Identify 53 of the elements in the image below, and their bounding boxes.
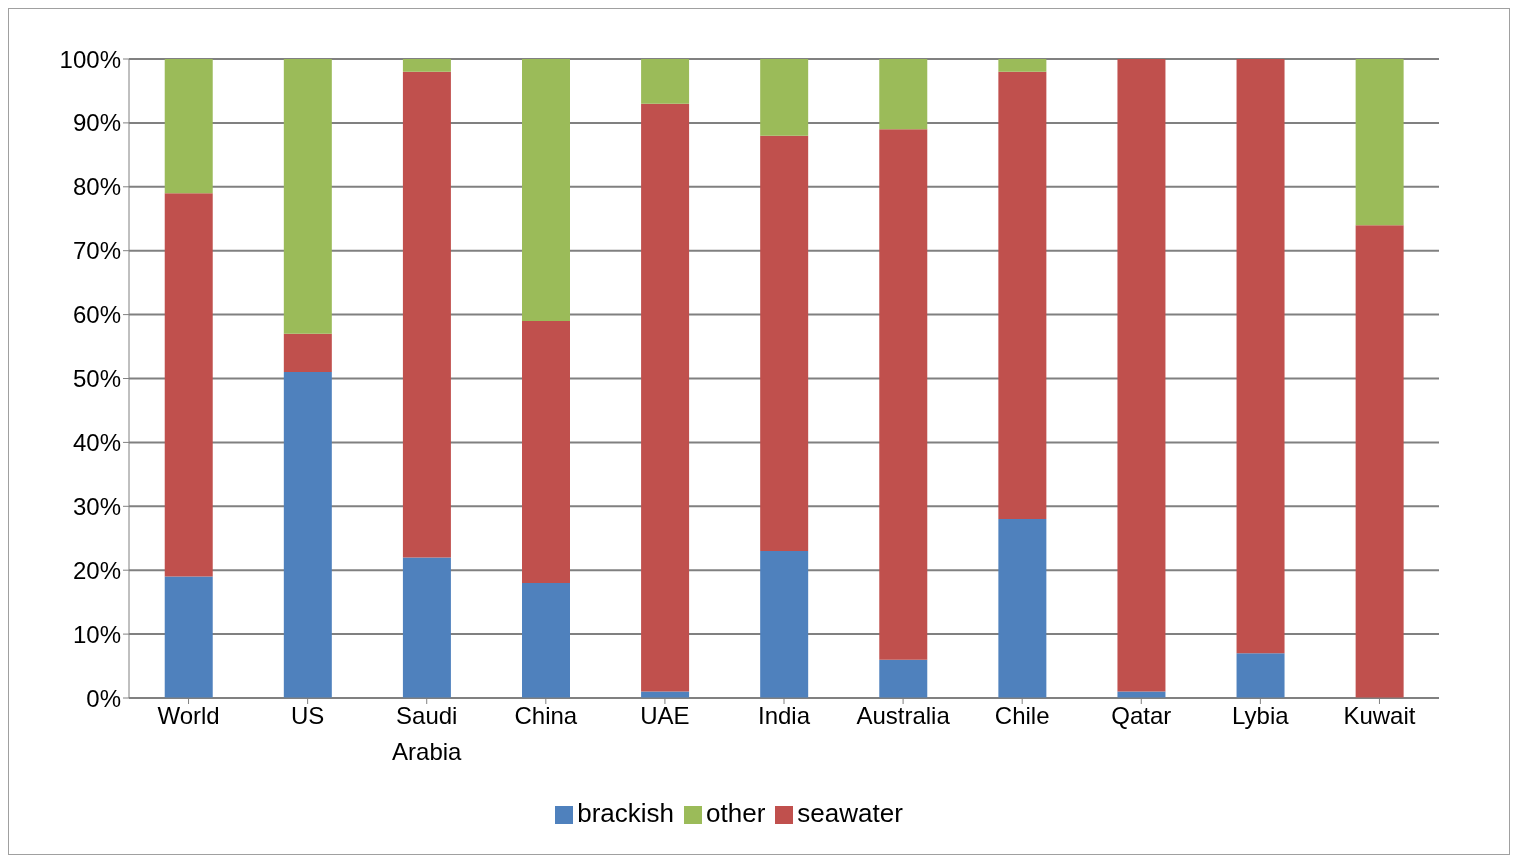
bar — [998, 519, 1047, 698]
bar — [998, 71, 1047, 520]
x-tick-label: Chile — [994, 702, 1050, 729]
bar — [283, 59, 332, 334]
bar — [641, 59, 690, 104]
x-tick-label: US — [290, 702, 325, 729]
bar — [760, 551, 809, 698]
y-tick-label: 40% — [72, 428, 121, 456]
y-tick-label: 70% — [72, 237, 121, 265]
legend-label: other — [706, 798, 766, 828]
x-tick-label: Australia — [856, 702, 951, 729]
x-tick-label: Saudi Arabia — [392, 702, 463, 765]
bar — [1117, 59, 1166, 692]
bar — [164, 576, 213, 698]
bar — [402, 71, 451, 558]
y-tick-label: 100% — [59, 45, 121, 73]
x-tick-label: China — [514, 702, 578, 729]
bar — [1355, 59, 1404, 226]
bar — [402, 557, 451, 698]
x-tick-label: UAE — [640, 702, 690, 729]
bar — [522, 320, 570, 583]
bar — [522, 582, 570, 698]
bar — [283, 333, 332, 373]
y-tick-label: 10% — [72, 620, 121, 648]
bar — [164, 59, 213, 194]
bar — [164, 193, 213, 577]
bar — [641, 103, 690, 692]
bar — [760, 135, 809, 552]
y-tick-label: 90% — [72, 109, 121, 137]
x-tick-label: India — [757, 702, 811, 729]
bar — [1236, 653, 1285, 698]
y-tick-label: 80% — [72, 173, 121, 201]
y-tick-label: 60% — [72, 301, 121, 329]
x-tick-label: Lybia — [1232, 702, 1290, 729]
bar — [998, 59, 1047, 72]
bar — [402, 59, 451, 72]
bar — [522, 59, 570, 321]
bar — [879, 129, 928, 660]
x-tick-label: Qatar — [1111, 702, 1172, 729]
bar — [1236, 59, 1285, 654]
y-tick-label: 0% — [86, 684, 121, 712]
bar — [1355, 225, 1404, 698]
bar — [879, 59, 928, 130]
legend-label: brackish — [577, 798, 675, 828]
x-tick-label: World — [157, 702, 220, 729]
x-tick-label: Kuwait — [1343, 702, 1416, 729]
y-tick-label: 50% — [72, 365, 121, 393]
legend-label: seawater — [797, 798, 903, 828]
y-tick-label: 30% — [72, 492, 121, 520]
bar — [283, 372, 332, 698]
bar — [879, 659, 928, 698]
bar — [760, 59, 809, 136]
y-tick-label: 20% — [72, 556, 121, 584]
